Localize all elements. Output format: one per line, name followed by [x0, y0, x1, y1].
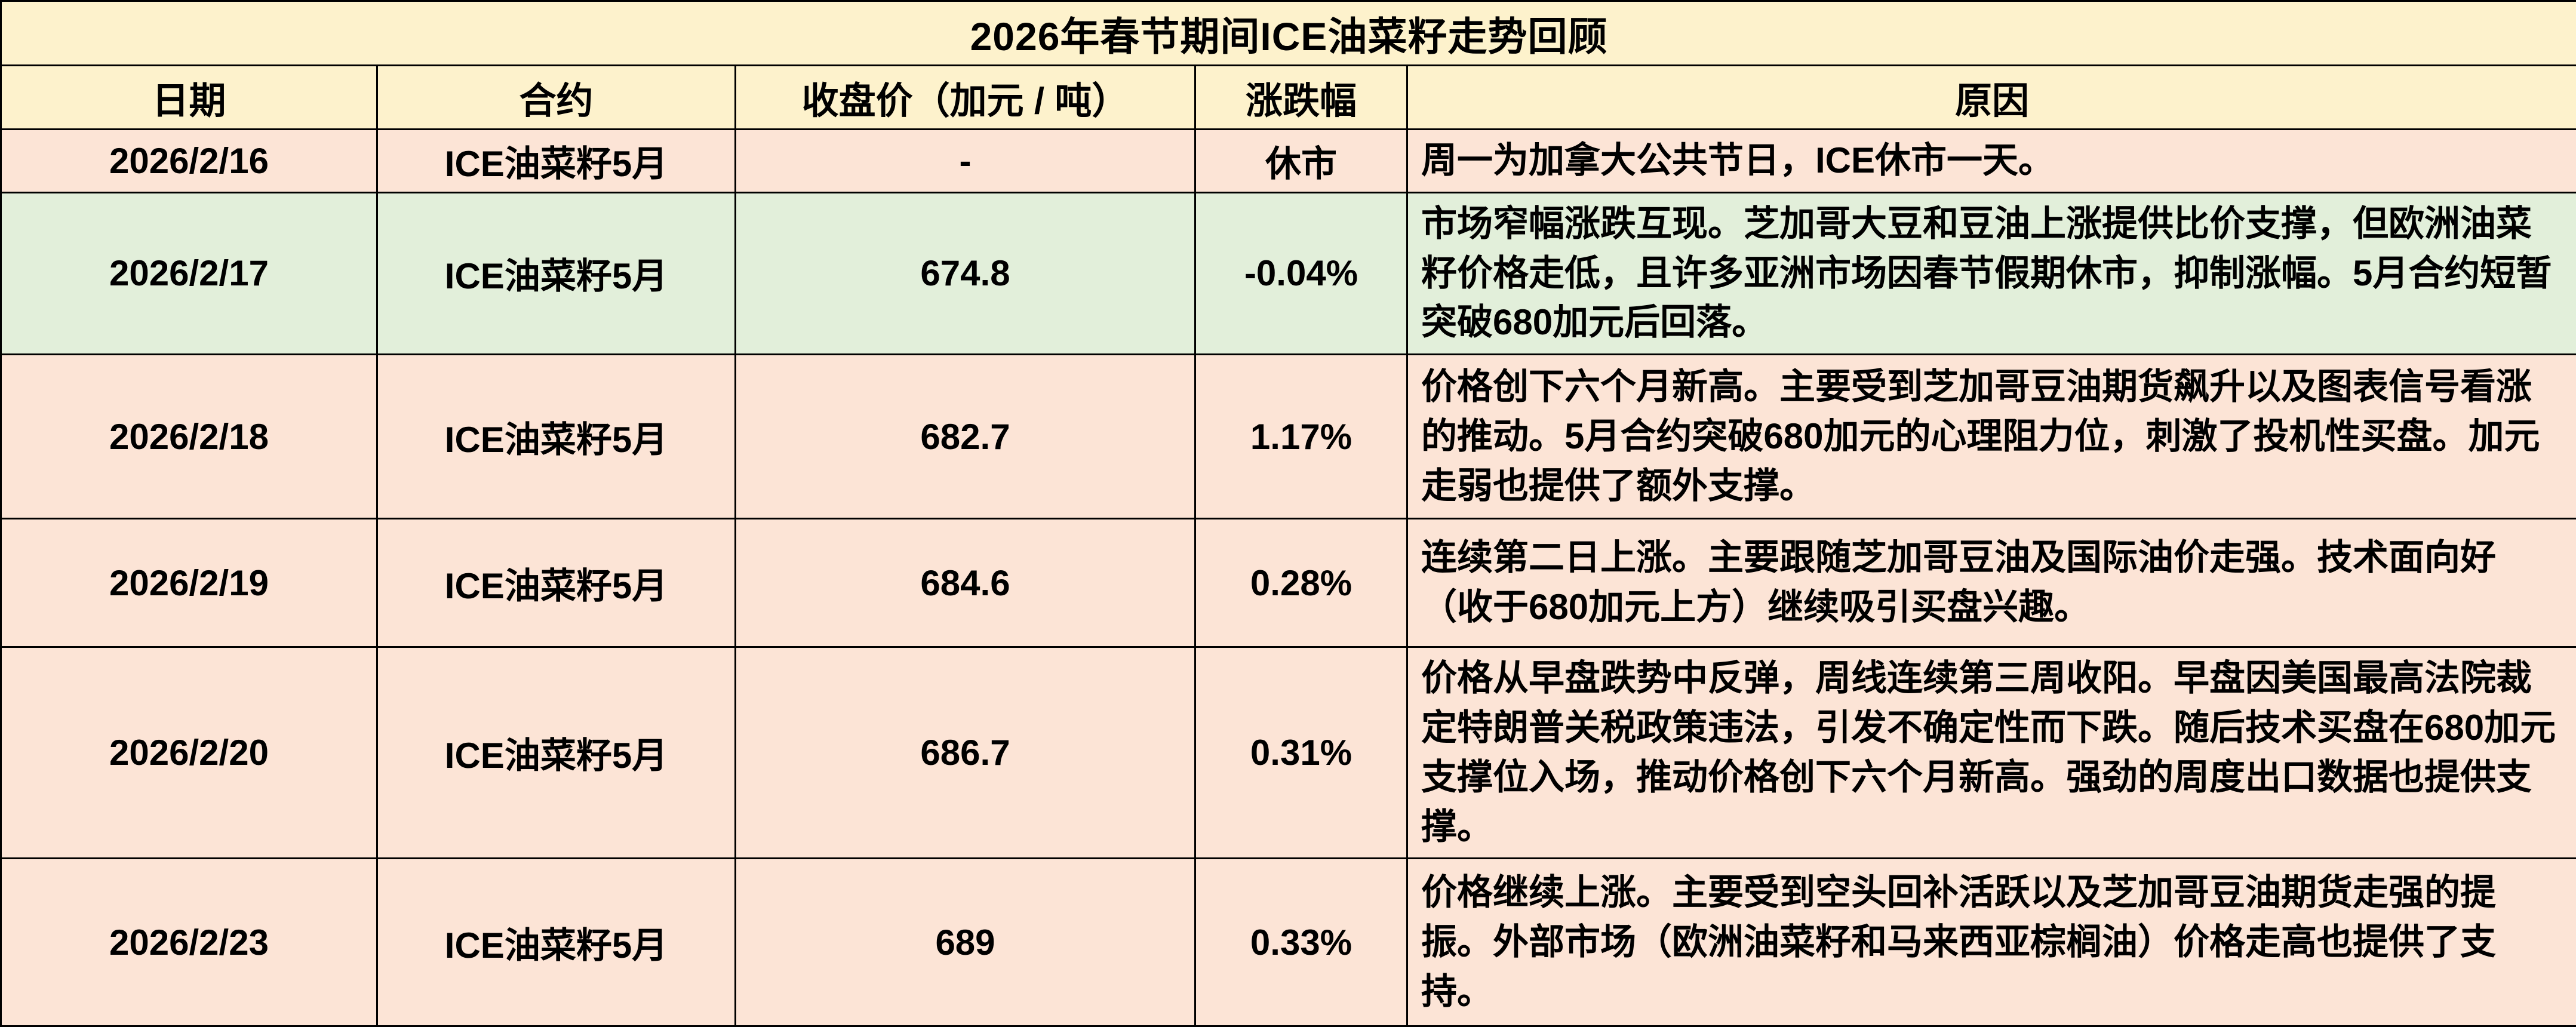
date-cell: 2026/2/18 [1, 355, 377, 519]
date-cell: 2026/2/20 [1, 647, 377, 859]
change-cell: 0.33% [1195, 859, 1407, 1026]
date-cell: 2026/2/16 [1, 130, 377, 193]
contract-cell: ICE油菜籽5月 [377, 130, 736, 193]
title-row: 2026年春节期间ICE油菜籽走势回顾 [1, 1, 2576, 66]
date-cell: 2026/2/23 [1, 859, 377, 1026]
contract-cell: ICE油菜籽5月 [377, 859, 736, 1026]
contract-cell: ICE油菜籽5月 [377, 519, 736, 647]
reason-cell: 价格从早盘跌势中反弹，周线连续第三周收阳。早盘因美国最高法院裁定特朗普关税政策违… [1407, 647, 2576, 859]
close-cell: 674.8 [736, 192, 1195, 354]
contract-cell: ICE油菜籽5月 [377, 355, 736, 519]
close-cell: 684.6 [736, 519, 1195, 647]
column-header-reason: 原因 [1407, 66, 2576, 130]
header-row: 日期 合约 收盘价（加元 / 吨） 涨跌幅 原因 [1, 66, 2576, 130]
close-cell: - [736, 130, 1195, 193]
date-cell: 2026/2/17 [1, 192, 377, 354]
reason-cell: 连续第二日上涨。主要跟随芝加哥豆油及国际油价走强。技术面向好（收于680加元上方… [1407, 519, 2576, 647]
reason-cell: 市场窄幅涨跌互现。芝加哥大豆和豆油上涨提供比价支撑，但欧洲油菜籽价格走低，且许多… [1407, 192, 2576, 354]
change-cell: -0.04% [1195, 192, 1407, 354]
close-cell: 689 [736, 859, 1195, 1026]
column-header-change: 涨跌幅 [1195, 66, 1407, 130]
change-cell: 1.17% [1195, 355, 1407, 519]
column-header-date: 日期 [1, 66, 377, 130]
reason-cell: 价格继续上涨。主要受到空头回补活跃以及芝加哥豆油期货走强的提振。外部市场（欧洲油… [1407, 859, 2576, 1026]
table-title: 2026年春节期间ICE油菜籽走势回顾 [1, 1, 2576, 66]
reason-cell: 价格创下六个月新高。主要受到芝加哥豆油期货飙升以及图表信号看涨的推动。5月合约突… [1407, 355, 2576, 519]
change-cell: 0.28% [1195, 519, 1407, 647]
change-cell: 休市 [1195, 130, 1407, 193]
reason-cell: 周一为加拿大公共节日，ICE休市一天。 [1407, 130, 2576, 193]
date-cell: 2026/2/19 [1, 519, 377, 647]
contract-cell: ICE油菜籽5月 [377, 647, 736, 859]
contract-cell: ICE油菜籽5月 [377, 192, 736, 354]
close-cell: 682.7 [736, 355, 1195, 519]
column-header-close: 收盘价（加元 / 吨） [736, 66, 1195, 130]
change-cell: 0.31% [1195, 647, 1407, 859]
close-cell: 686.7 [736, 647, 1195, 859]
column-header-contract: 合约 [377, 66, 736, 130]
